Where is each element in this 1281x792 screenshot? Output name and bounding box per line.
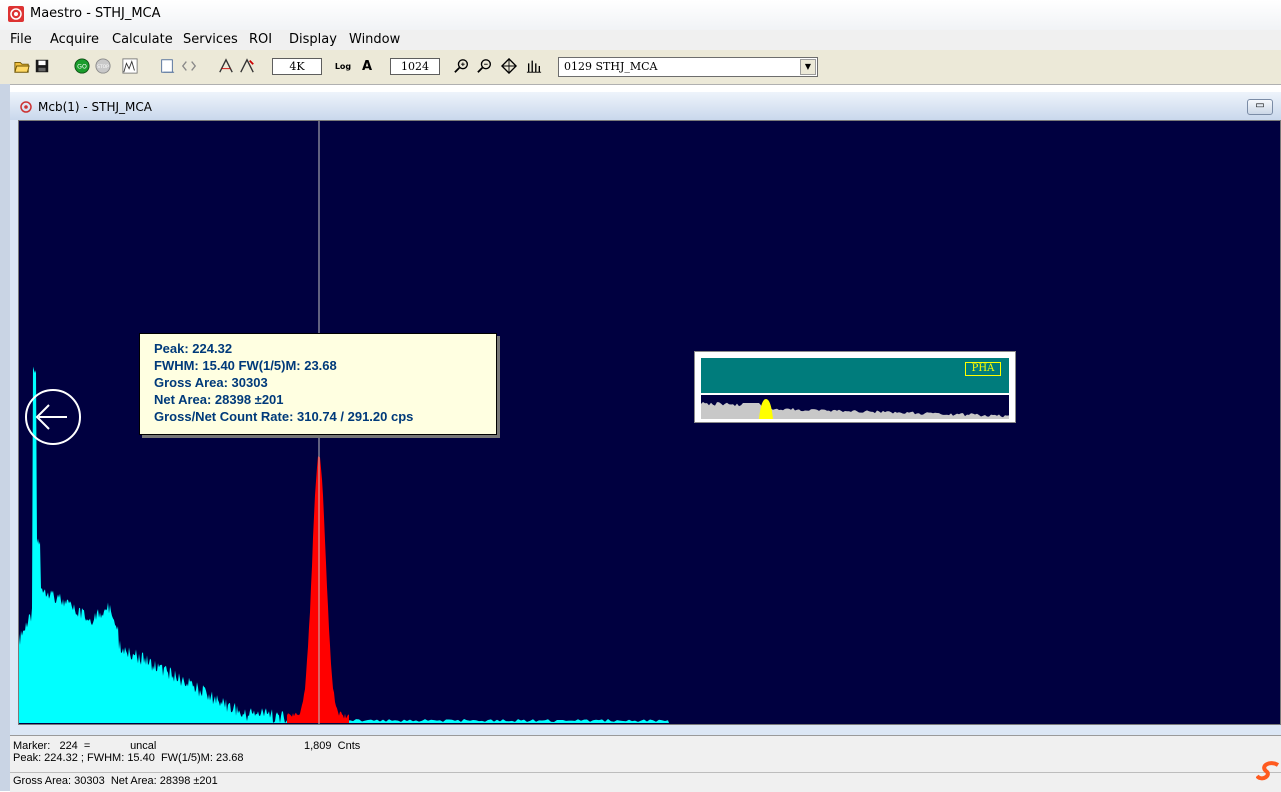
- menu-roi[interactable]: ROI: [249, 32, 273, 47]
- peak-info-net-area: Net Area: 28398 ±201: [154, 392, 284, 407]
- peak-info-peak: Peak: 224.32: [154, 341, 233, 356]
- overview-full-spectrum[interactable]: [701, 395, 1009, 419]
- detector-select[interactable]: 0129 STHJ_MCA ▼: [558, 57, 818, 77]
- zoom-out-icon[interactable]: [476, 57, 494, 75]
- overview-spectrum-trace: [701, 401, 1009, 419]
- peak-info-gross-area: Gross Area: 30303: [154, 375, 268, 390]
- scale-value-field[interactable]: 4K: [272, 58, 322, 75]
- status-peak: Peak: 224.32 ; FWHM: 15.40 FW(1/5)M: 23.…: [13, 752, 244, 764]
- menu-display[interactable]: Display: [289, 32, 337, 47]
- peak-info-count-rate: Gross/Net Count Rate: 310.74 / 291.20 cp…: [154, 409, 414, 424]
- status-divider: [10, 772, 1281, 773]
- log-scale-icon[interactable]: Log: [334, 62, 352, 71]
- menu-window[interactable]: Window: [349, 32, 401, 47]
- status-marker: Marker: 224 = uncal: [13, 740, 157, 752]
- spectrum-window-title: Mcb(1) - STHJ_MCA: [38, 100, 152, 114]
- toolbar: GO STOP 4K Log A 1024: [0, 50, 1281, 85]
- menu-bar: File Acquire Calculate Services ROI Disp…: [0, 30, 1281, 50]
- mark-icon[interactable]: [238, 57, 256, 75]
- zoom-in-icon[interactable]: [453, 57, 471, 75]
- overview-roi-highlight: [759, 399, 773, 419]
- vertical-scale-field[interactable]: 1024: [390, 58, 440, 75]
- menu-services[interactable]: Services: [183, 32, 238, 47]
- menu-file[interactable]: File: [10, 32, 32, 47]
- status-bar: Marker: 224 = uncal 1,809 Cnts Peak: 224…: [10, 735, 1281, 792]
- spectrum-trace: [19, 366, 669, 723]
- mdi-desktop-edge: [0, 84, 10, 791]
- detector-select-value: 0129 STHJ_MCA: [564, 60, 658, 73]
- save-disk-icon[interactable]: [33, 57, 51, 75]
- arrow-left-icon: [35, 404, 67, 430]
- fine-center-icon[interactable]: [525, 57, 543, 75]
- roi-icon[interactable]: [180, 57, 198, 75]
- menu-acquire[interactable]: Acquire: [50, 32, 99, 47]
- mcb-window-icon: [20, 101, 32, 113]
- auto-mark-icon[interactable]: [217, 57, 235, 75]
- scroll-left-button[interactable]: [25, 389, 81, 445]
- svg-text:GO: GO: [77, 64, 87, 71]
- menu-calculate[interactable]: Calculate: [112, 32, 173, 47]
- pha-mode-label: PHA: [965, 362, 1001, 376]
- maestro-app-icon: [8, 6, 24, 22]
- app-titlebar: Maestro - STHJ_MCA: [0, 0, 1281, 30]
- spectrum-overview[interactable]: PHA: [694, 351, 1016, 423]
- center-icon[interactable]: [500, 57, 518, 75]
- go-icon[interactable]: GO: [73, 57, 91, 75]
- minimize-button[interactable]: ▭: [1247, 99, 1273, 115]
- peak-info-tooltip: Peak: 224.32 FWHM: 15.40 FW(1/5)M: 23.68…: [139, 333, 497, 435]
- status-counts: 1,809 Cnts: [304, 740, 361, 752]
- stop-icon[interactable]: STOP: [94, 57, 112, 75]
- sogou-logo: [1256, 761, 1280, 781]
- overview-header: PHA: [701, 358, 1009, 393]
- open-folder-icon[interactable]: [13, 57, 31, 75]
- spectrum-window: Mcb(1) - STHJ_MCA ▭ Peak: 224.32 FWHM: 1…: [10, 92, 1281, 792]
- spectrum-window-titlebar[interactable]: Mcb(1) - STHJ_MCA ▭: [10, 92, 1281, 120]
- svg-text:STOP: STOP: [97, 64, 109, 70]
- auto-scale-button[interactable]: A: [361, 59, 373, 74]
- peak-info-fwhm: FWHM: 15.40 FW(1/5)M: 23.68: [154, 358, 337, 373]
- spectrum-plot[interactable]: Peak: 224.32 FWHM: 15.40 FW(1/5)M: 23.68…: [18, 120, 1281, 725]
- chevron-down-icon[interactable]: ▼: [800, 59, 816, 75]
- app-title: Maestro - STHJ_MCA: [30, 6, 161, 21]
- status-area: Gross Area: 30303 Net Area: 28398 ±201: [13, 775, 218, 787]
- roi-peak-region: [287, 456, 349, 723]
- clear-spectrum-icon[interactable]: [121, 57, 139, 75]
- copy-buffer-icon[interactable]: [158, 57, 176, 75]
